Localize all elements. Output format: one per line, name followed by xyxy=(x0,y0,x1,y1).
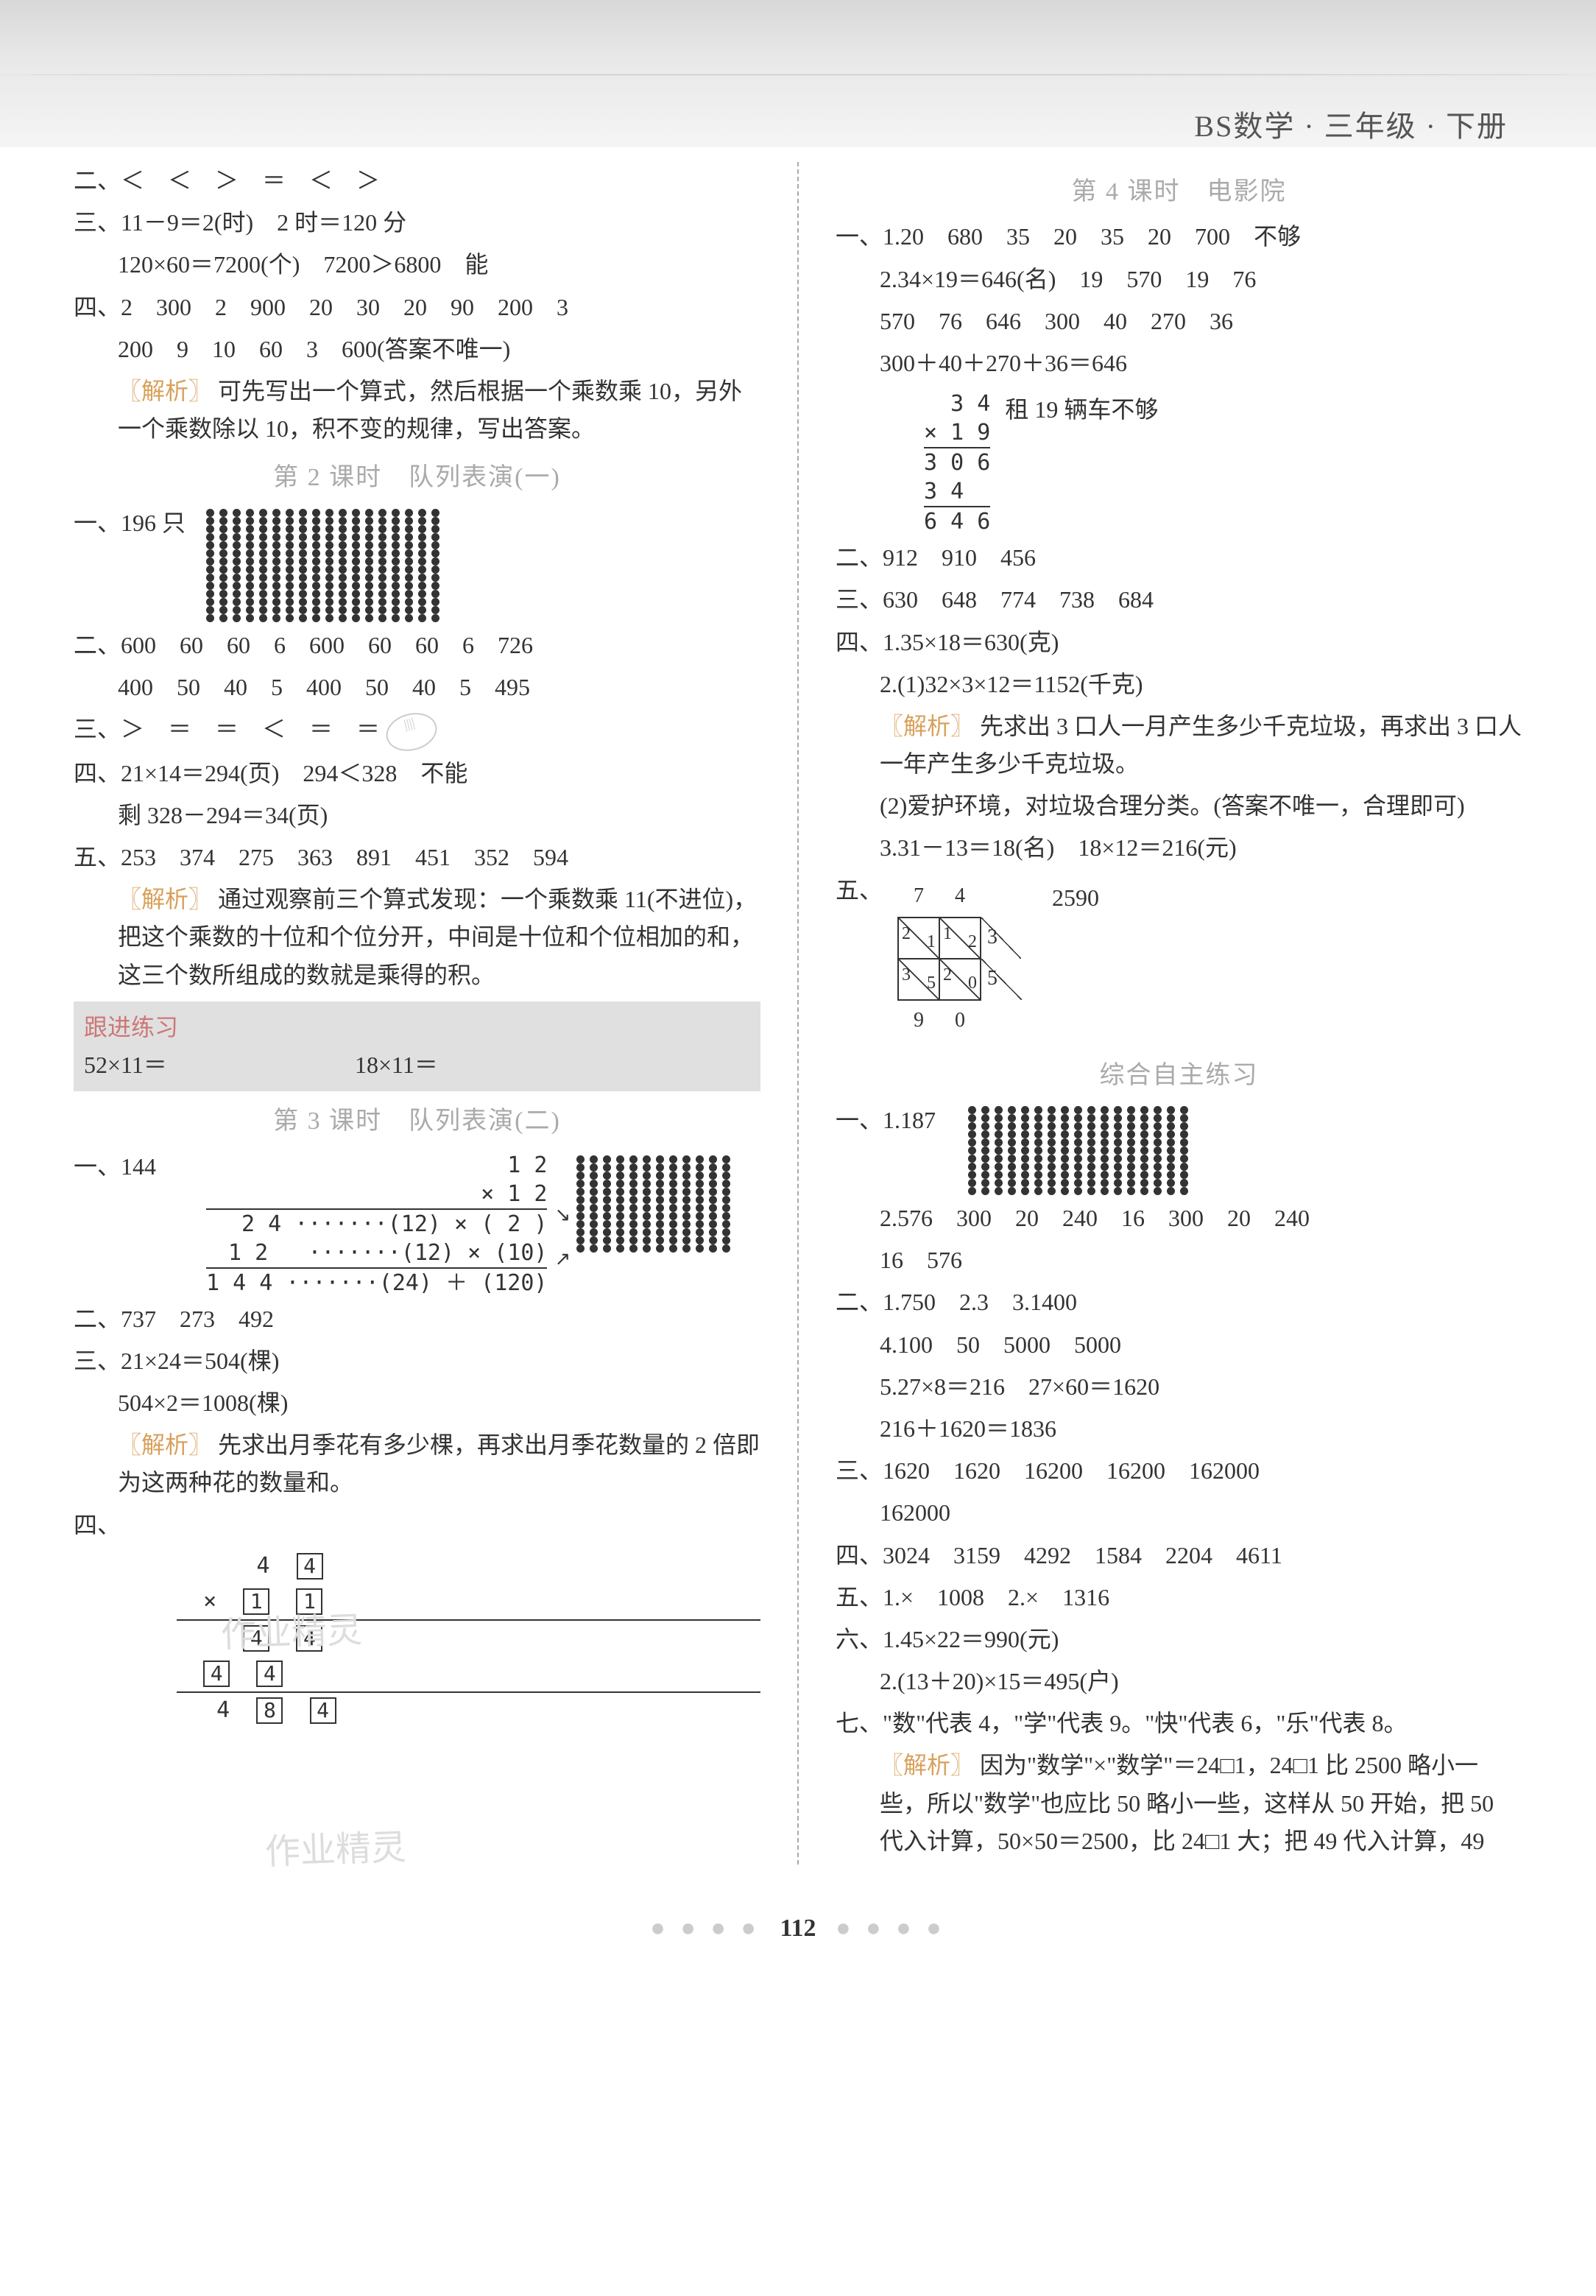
text-line: 四、1.35×18＝630(克) xyxy=(836,624,1522,661)
text-line: 四、 xyxy=(74,1507,760,1544)
text-line: 16 576 xyxy=(836,1242,1522,1279)
analysis-label: 〖解析〗 xyxy=(118,378,212,404)
text-line: 三、＞ ＝ ＝ ＜ ＝ ＝ |||| xyxy=(74,711,760,750)
lattice-result: 2590 xyxy=(1037,872,1099,917)
lesson-title: 第 3 课时 队列表演(二) xyxy=(74,1102,760,1141)
text-line: 七、"数"代表 4，"学"代表 9。"快"代表 6，"乐"代表 8。 xyxy=(836,1705,1522,1742)
practice-box: 跟进练习 52×11＝ 18×11＝ xyxy=(74,1001,760,1091)
text-line: 二、＜ ＜ ＞ ＝ ＜ ＞ xyxy=(74,162,760,200)
text-line: 400 50 40 5 400 50 40 5 495 xyxy=(74,669,760,706)
column-divider xyxy=(797,162,799,1864)
lesson-title: 综合自主练习 xyxy=(836,1056,1522,1096)
lesson-title: 第 4 课时 电影院 xyxy=(836,172,1522,212)
analysis-text: 先求出 3 口人一月产生多少千克垃圾，再求出 3 口人一年产生多少千克垃圾。 xyxy=(880,713,1522,777)
analysis-label: 〖解析〗 xyxy=(118,1432,212,1458)
text-line: 5.27×8＝216 27×60＝1620 xyxy=(836,1368,1522,1406)
text-line: 二、600 60 60 6 600 60 60 6 726 xyxy=(74,627,760,664)
text-line: 2.34×19＝646(名) 19 570 19 76 xyxy=(836,261,1522,298)
watermark: 作业精灵 xyxy=(264,1820,408,1881)
arrow-icon: ↘ xyxy=(554,1200,571,1230)
left-column: 二、＜ ＜ ＞ ＝ ＜ ＞ 三、11－9＝2(时) 2 时＝120 分 120×… xyxy=(74,162,760,1864)
text-line: 570 76 646 300 40 270 36 xyxy=(836,303,1522,340)
text-line: 3.31－13＝18(名) 18×12＝216(元) xyxy=(836,829,1522,867)
analysis-text: 通过观察前三个算式发现：一个乘数乘 11(不进位)，把这个乘数的十位和个位分开，… xyxy=(118,886,757,987)
answer-seq: 三、＞ ＝ ＝ ＜ ＝ ＝ xyxy=(74,716,380,742)
analysis-block: 〖解析〗 先求出 3 口人一月产生多少千克垃圾，再求出 3 口人一年产生多少千克… xyxy=(836,708,1522,783)
text-line: 五、253 374 275 363 891 451 352 594 xyxy=(74,839,760,876)
dot-array-diagram xyxy=(576,1155,730,1253)
text-line: 2.(13＋20)×15＝495(户) xyxy=(836,1663,1522,1700)
text-line: 剩 328－294＝34(页) xyxy=(74,797,760,834)
analysis-block: 〖解析〗 可先写出一个算式，然后根据一个乘数乘 10，另外一个乘数除以 10，积… xyxy=(74,373,760,448)
text-line: (2)爱护环境，对垃圾合理分类。(答案不唯一，合理即可) xyxy=(836,787,1522,825)
analysis-text: 可先写出一个算式，然后根据一个乘数乘 10，另外一个乘数除以 10，积不变的规律… xyxy=(118,378,742,442)
text-line: 一、196 只 xyxy=(74,504,191,542)
text-line: 4.100 50 5000 5000 xyxy=(836,1326,1522,1364)
analysis-text: 先求出月季花有多少棵，再求出月季花数量的 2 倍即为这两种花的数量和。 xyxy=(118,1432,760,1496)
arrow-icon: ↗ xyxy=(554,1244,571,1275)
text-line: 2.576 300 20 240 16 300 20 240 xyxy=(836,1200,1522,1237)
practice-label: 跟进练习 xyxy=(84,1009,178,1046)
text-line: 四、3024 3159 4292 1584 2204 4611 xyxy=(836,1537,1522,1574)
analysis-block: 〖解析〗 通过观察前三个算式发现：一个乘数乘 11(不进位)，把这个乘数的十位和… xyxy=(74,881,760,994)
lesson-title: 第 2 课时 队列表演(一) xyxy=(74,458,760,498)
text-line: 一、1.187 xyxy=(836,1102,953,1139)
text-line: 300＋40＋270＋36＝646 xyxy=(836,345,1522,382)
label: 四、 xyxy=(74,1512,121,1538)
page-number-value: 112 xyxy=(780,1915,816,1942)
text-line: 2.(1)32×3×12＝1152(千克) xyxy=(836,666,1522,703)
book-title: BS数学 · 三年级 · 下册 xyxy=(1194,103,1508,150)
analysis-label: 〖解析〗 xyxy=(118,886,212,912)
text-line: 四、2 300 2 900 20 30 20 90 200 3 xyxy=(74,289,760,326)
right-column: 第 4 课时 电影院 一、1.20 680 35 20 35 20 700 不够… xyxy=(836,162,1522,1864)
text-line: 三、11－9＝2(时) 2 时＝120 分 xyxy=(74,204,760,242)
text-line: 三、21×24＝504(棵) xyxy=(74,1342,760,1380)
practice-item: 52×11＝ xyxy=(84,1046,349,1084)
multiplication-puzzle: 4 4 × 1 1 4 4 4 4 4 8 4 xyxy=(177,1549,760,1728)
text-line: 五、1.× 1008 2.× 1316 xyxy=(836,1579,1522,1616)
analysis-label: 〖解析〗 xyxy=(880,1752,974,1778)
text-line: 三、1620 1620 16200 16200 162000 xyxy=(836,1452,1522,1490)
lattice-problem: 五、 74 21 12 3 35 20 5 90 2 xyxy=(836,872,1522,1046)
label: 五、 xyxy=(836,872,883,909)
text-line: 504×2＝1008(棵) xyxy=(74,1384,760,1422)
note-text: 租 19 辆车不够 xyxy=(1005,387,1158,429)
page-number: 112 xyxy=(0,1909,1596,1948)
text-line: 一、144 xyxy=(74,1148,162,1186)
text-line: 二、737 273 492 xyxy=(74,1300,760,1338)
text-line: 一、1.20 680 35 20 35 20 700 不够 xyxy=(836,218,1522,256)
label: 二、 xyxy=(74,167,121,194)
stamp-icon: |||| xyxy=(382,708,442,756)
dot-array-diagram xyxy=(968,1106,1188,1195)
analysis-block: 〖解析〗 因为"数学"×"数学"＝24□1，24□1 比 2500 略小一些，所… xyxy=(836,1747,1522,1860)
text-line: 200 9 10 60 3 600(答案不唯一) xyxy=(74,331,760,368)
text-line: 四、21×14＝294(页) 294＜328 不能 xyxy=(74,755,760,792)
analysis-label: 〖解析〗 xyxy=(880,713,974,739)
text-line: 六、1.45×22＝990(元) xyxy=(836,1621,1522,1658)
text-line: 162000 xyxy=(836,1494,1522,1532)
text-line: 二、1.750 2.3 3.1400 xyxy=(836,1283,1522,1321)
vertical-multiplication: 1 2 × 1 2 2 4 ·······(12) × ( 2 ) 1 2 ··… xyxy=(206,1151,547,1297)
text-line: 二、912 910 456 xyxy=(836,539,1522,577)
vertical-multiplication: 3 4 × 1 9 3 0 6 3 4 6 4 6 xyxy=(924,390,990,536)
page-content: 二、＜ ＜ ＞ ＝ ＜ ＞ 三、11－9＝2(时) 2 时＝120 分 120×… xyxy=(0,147,1596,1894)
lattice-grid: 74 21 12 3 35 20 5 90 xyxy=(897,876,1023,1041)
dot-array-diagram xyxy=(206,509,439,622)
analysis-block: 〖解析〗 先求出月季花有多少棵，再求出月季花数量的 2 倍即为这两种花的数量和。 xyxy=(74,1426,760,1501)
practice-item: 18×11＝ xyxy=(355,1052,438,1078)
header-band: BS数学 · 三年级 · 下册 xyxy=(0,0,1596,147)
text-line: 120×60＝7200(个) 7200＞6800 能 xyxy=(74,246,760,284)
answer-seq: ＜ ＜ ＞ ＝ ＜ ＞ xyxy=(121,167,380,194)
text-line: 216＋1620＝1836 xyxy=(836,1410,1522,1448)
text-line: 三、630 648 774 738 684 xyxy=(836,581,1522,619)
